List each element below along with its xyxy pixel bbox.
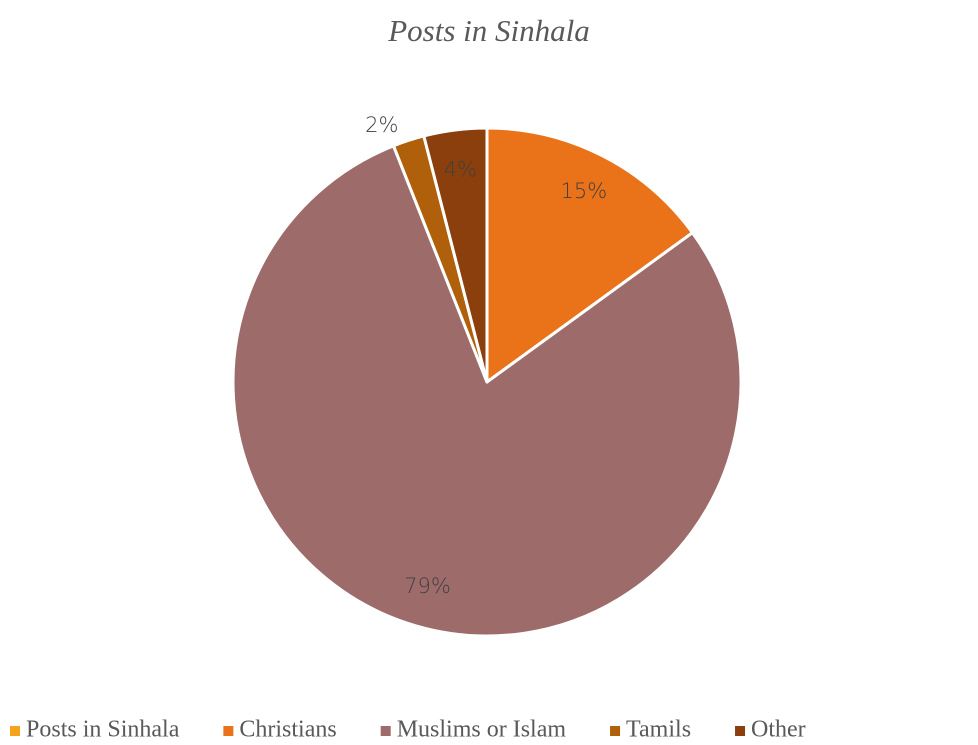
data-label: 2% bbox=[365, 113, 398, 137]
legend-label: Posts in Sinhala bbox=[26, 717, 180, 743]
pie-slice bbox=[485, 126, 694, 384]
legend-label: Muslims or Islam bbox=[397, 717, 567, 743]
legend-swatch bbox=[10, 726, 20, 736]
legend-swatch bbox=[735, 726, 746, 736]
legend-swatch bbox=[610, 726, 621, 736]
legend-label: Tamils bbox=[626, 717, 691, 743]
chart-title: Posts in Sinhala bbox=[387, 13, 590, 48]
data-label: 4% bbox=[444, 157, 477, 181]
data-label: 15% bbox=[561, 179, 608, 203]
legend-swatch bbox=[223, 726, 234, 736]
legend-label: Other bbox=[751, 717, 806, 743]
data-label: 79% bbox=[404, 574, 451, 598]
legend-swatch bbox=[380, 726, 391, 736]
legend-label: Christians bbox=[239, 717, 336, 743]
pie-slice bbox=[422, 126, 489, 384]
pie-slice bbox=[231, 144, 743, 638]
